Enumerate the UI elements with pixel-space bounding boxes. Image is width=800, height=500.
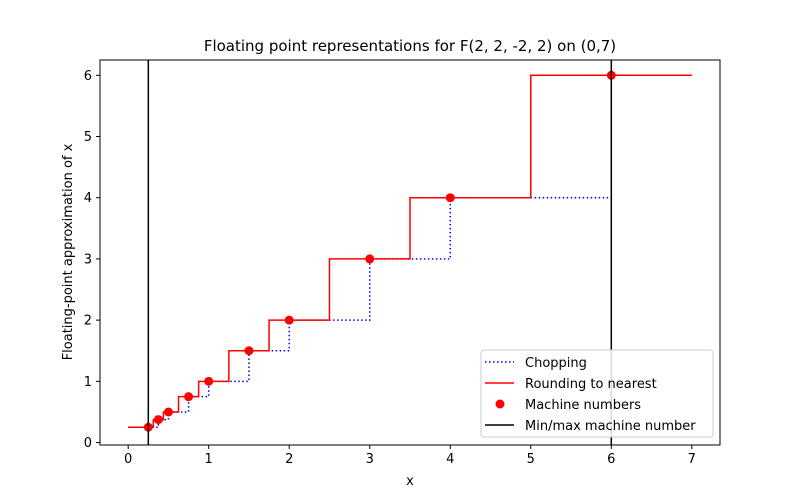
x-axis-label: x <box>406 474 414 489</box>
machine-number-point <box>445 193 455 203</box>
y-tick-label: 2 <box>84 314 92 329</box>
y-axis-ticks: 0 1 2 3 4 5 6 <box>84 69 100 451</box>
y-tick-label: 3 <box>84 252 92 267</box>
x-tick-label: 4 <box>446 452 454 467</box>
machine-number-point <box>365 254 375 264</box>
legend-machine-numbers-swatch <box>495 399 505 409</box>
y-tick-label: 1 <box>84 375 92 390</box>
axes-frame <box>99 59 721 446</box>
x-tick-label: 6 <box>607 452 615 467</box>
x-tick-label: 2 <box>285 452 293 467</box>
machine-number-point <box>184 392 194 402</box>
legend-box <box>480 349 714 438</box>
y-tick-label: 4 <box>84 191 92 206</box>
machine-number-point <box>284 315 294 325</box>
legend-rounding-label: Rounding to nearest <box>525 377 657 392</box>
legend: Chopping Rounding to nearest Machine num… <box>480 349 714 438</box>
y-tick-label: 6 <box>84 69 92 84</box>
legend-machine-numbers-label: Machine numbers <box>525 398 641 413</box>
y-tick-label: 0 <box>84 436 92 451</box>
machine-number-point <box>244 346 254 356</box>
legend-minmax-label: Min/max machine number <box>525 419 696 434</box>
machine-number-point <box>163 407 173 417</box>
legend-chopping-label: Chopping <box>525 356 587 371</box>
rounding-series-line <box>128 74 692 428</box>
x-tick-label: 7 <box>688 452 696 467</box>
x-tick-label: 5 <box>527 452 535 467</box>
x-tick-label: 1 <box>205 452 213 467</box>
x-tick-label: 0 <box>124 452 132 467</box>
machine-number-point <box>153 415 163 425</box>
y-axis-label: Floating-point approximation of x <box>61 143 76 360</box>
x-axis-ticks: 0 1 2 3 4 5 6 7 <box>124 445 696 467</box>
machine-number-point <box>204 376 214 386</box>
x-tick-label: 3 <box>366 452 374 467</box>
chart-title: Floating point representations for F(2, … <box>204 37 616 55</box>
y-tick-label: 5 <box>84 130 92 145</box>
